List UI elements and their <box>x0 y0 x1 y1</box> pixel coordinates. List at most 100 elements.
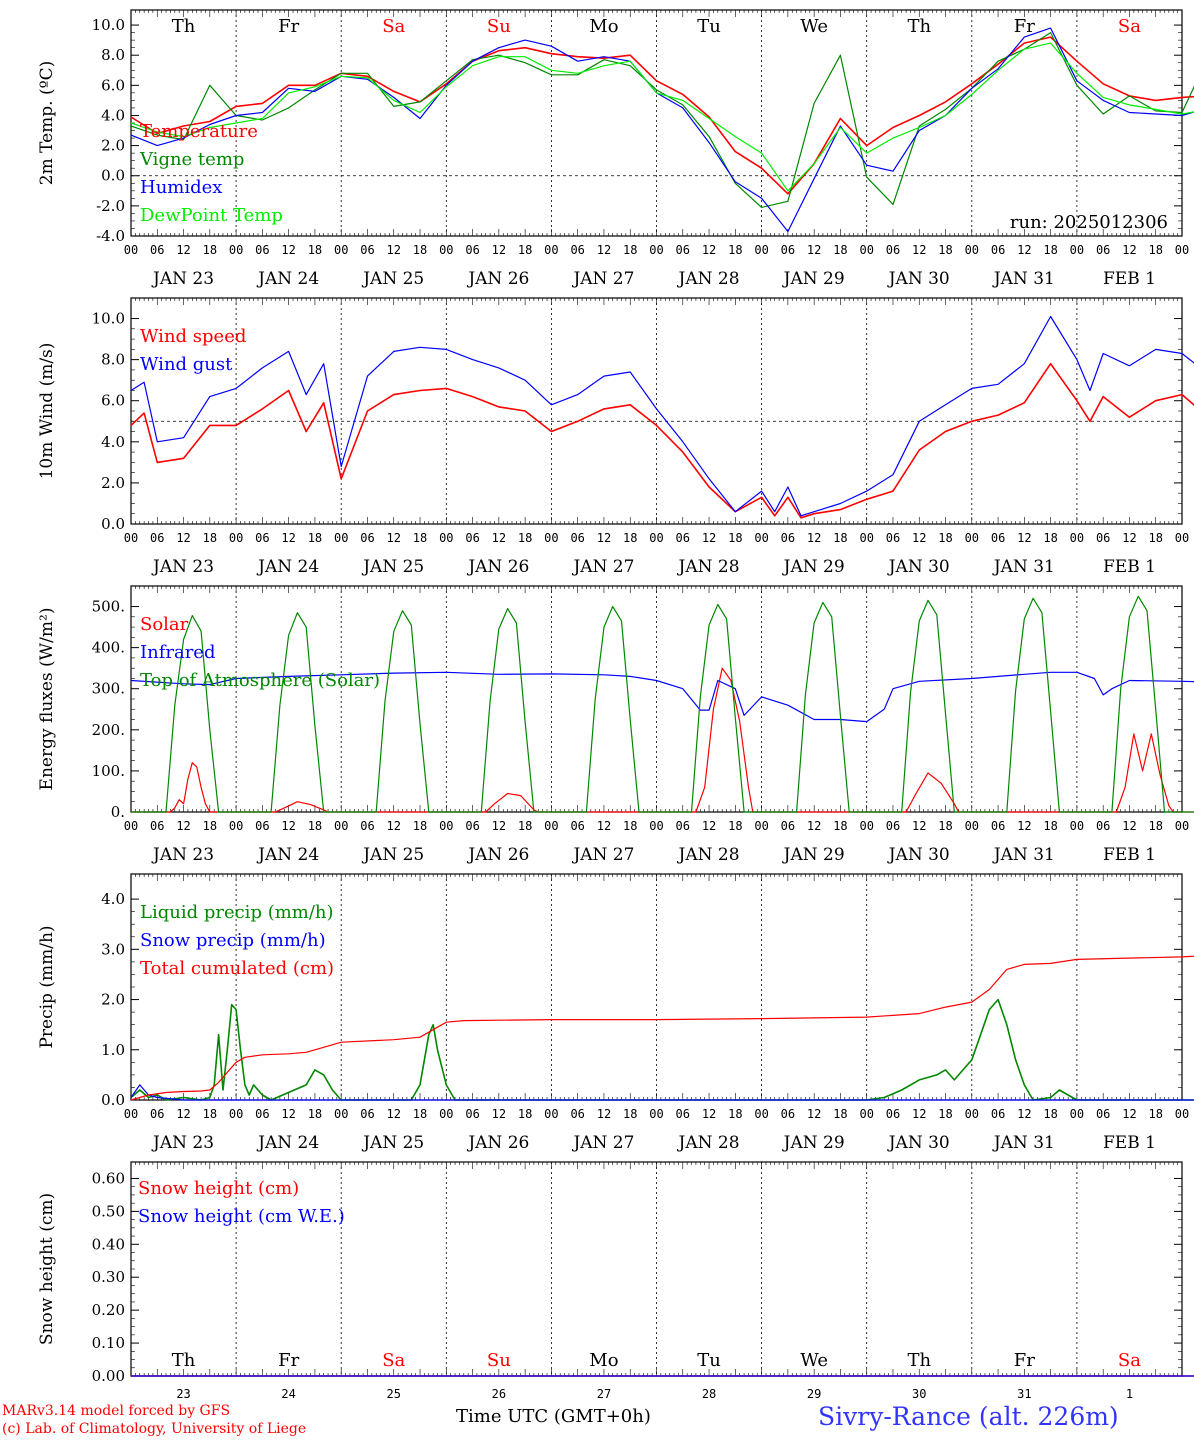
date-label: JAN 28 <box>677 269 740 289</box>
hour-label: 18 <box>203 819 217 833</box>
series-line-3 <box>130 27 1194 233</box>
hour-label: 18 <box>833 243 847 257</box>
date-label: JAN 26 <box>466 269 529 289</box>
day-name-top: Fr <box>278 16 299 37</box>
hour-label: 06 <box>991 531 1005 545</box>
date-label: FEB 1 <box>1103 557 1156 577</box>
day-name-label: Sa <box>382 1350 405 1371</box>
legend-entry-2: Vigne temp <box>139 149 244 170</box>
series-line-2 <box>130 315 1194 517</box>
hour-label: 06 <box>570 1107 584 1121</box>
hour-label: 06 <box>360 1107 374 1121</box>
hour-label: 12 <box>912 819 926 833</box>
hour-label: 18 <box>833 819 847 833</box>
hour-label: 00 <box>1070 531 1084 545</box>
hour-label: 12 <box>281 531 295 545</box>
date-label: JAN 31 <box>992 1133 1055 1153</box>
chart-panel-2: 0.0 2.0 4.0 6.0 8.0 10.0 10m Wind (m/s) Wind sp… <box>37 297 1194 577</box>
day-number-label: 30 <box>912 1387 926 1401</box>
date-label: JAN 27 <box>571 557 634 577</box>
hour-label: 12 <box>387 1107 401 1121</box>
day-name-top: Mo <box>589 16 618 37</box>
date-label: JAN 27 <box>571 1133 634 1153</box>
date-label: JAN 29 <box>782 557 845 577</box>
hour-label: 00 <box>544 1107 558 1121</box>
y-axis-label: 10m Wind (m/s) <box>37 343 57 480</box>
hour-label: 00 <box>124 819 138 833</box>
hour-label: 06 <box>150 243 164 257</box>
hour-label: 12 <box>281 243 295 257</box>
hour-label: 00 <box>544 819 558 833</box>
hour-label: 06 <box>255 819 269 833</box>
day-number-label: 24 <box>281 1387 295 1401</box>
date-label: JAN 26 <box>466 557 529 577</box>
date-label: JAN 29 <box>782 1133 845 1153</box>
day-number-label: 1 <box>1126 1387 1133 1401</box>
day-number-label: 27 <box>597 1387 611 1401</box>
y-axis-label: 2m Temp. (ºC) <box>37 61 57 186</box>
day-name-top: Th <box>172 16 196 37</box>
date-label: JAN 25 <box>361 845 424 865</box>
hour-label: 06 <box>676 531 690 545</box>
legend-entry-2: Snow height (cm W.E.) <box>138 1206 345 1227</box>
hour-label: 06 <box>150 531 164 545</box>
hour-label: 12 <box>1122 819 1136 833</box>
y-tick-label: 0.60 <box>92 1169 125 1187</box>
date-label: JAN 23 <box>151 557 214 577</box>
series-line-1 <box>130 362 1194 519</box>
hour-label: 06 <box>150 819 164 833</box>
date-label: JAN 31 <box>992 845 1055 865</box>
date-label: JAN 28 <box>677 845 740 865</box>
hour-label: 06 <box>781 819 795 833</box>
date-label: JAN 30 <box>887 557 950 577</box>
hour-label: 00 <box>1070 1107 1084 1121</box>
y-tick-label: 300. <box>92 680 125 698</box>
hour-label: 00 <box>439 819 453 833</box>
date-label: JAN 28 <box>677 1133 740 1153</box>
hour-label: 18 <box>728 819 742 833</box>
date-label: JAN 26 <box>466 845 529 865</box>
hour-label: 06 <box>360 243 374 257</box>
legend-entry-1: Temperature <box>140 121 258 142</box>
series-line-2 <box>130 1084 1194 1101</box>
hour-label: 00 <box>754 531 768 545</box>
hour-label: 00 <box>1175 1107 1189 1121</box>
day-name-top: Sa <box>382 16 405 37</box>
hour-label: 00 <box>229 819 243 833</box>
hour-label: 12 <box>387 531 401 545</box>
hour-label: 06 <box>465 531 479 545</box>
hour-label: 06 <box>676 1107 690 1121</box>
hour-label: 12 <box>597 819 611 833</box>
hour-label: 12 <box>1017 531 1031 545</box>
hour-label: 12 <box>807 531 821 545</box>
hour-label: 18 <box>1148 243 1162 257</box>
hour-label: 06 <box>1096 819 1110 833</box>
hour-label: 00 <box>334 1107 348 1121</box>
hour-label: 12 <box>176 819 190 833</box>
hour-label: 12 <box>912 531 926 545</box>
hour-label: 18 <box>938 531 952 545</box>
y-tick-label: 6.0 <box>101 392 125 410</box>
y-tick-label: -4.0 <box>96 227 125 245</box>
legend-entry-1: Snow height (cm) <box>138 1178 299 1199</box>
hour-label: 12 <box>807 1107 821 1121</box>
hour-label: 18 <box>1043 243 1057 257</box>
y-axis-label: Precip (mm/h) <box>37 925 57 1048</box>
hour-label: 18 <box>623 531 637 545</box>
hour-label: 12 <box>281 819 295 833</box>
hour-label: 12 <box>597 531 611 545</box>
hour-label: 18 <box>728 243 742 257</box>
hour-label: 18 <box>1148 819 1162 833</box>
chart-panel-5: 0.00 0.10 0.20 0.30 0.40 0.50 0.60 Snow height … <box>37 1161 1194 1401</box>
hour-label: 18 <box>203 531 217 545</box>
y-tick-label: 0. <box>111 803 125 821</box>
y-tick-label: 10.0 <box>92 16 125 34</box>
hour-label: 00 <box>124 531 138 545</box>
series-line-1 <box>130 998 1194 1101</box>
hour-label: 00 <box>965 531 979 545</box>
y-axis-label: Snow height (cm) <box>37 1193 57 1345</box>
hour-label: 18 <box>1043 531 1057 545</box>
hour-label: 18 <box>308 819 322 833</box>
hour-label: 06 <box>886 819 900 833</box>
hour-label: 00 <box>439 531 453 545</box>
